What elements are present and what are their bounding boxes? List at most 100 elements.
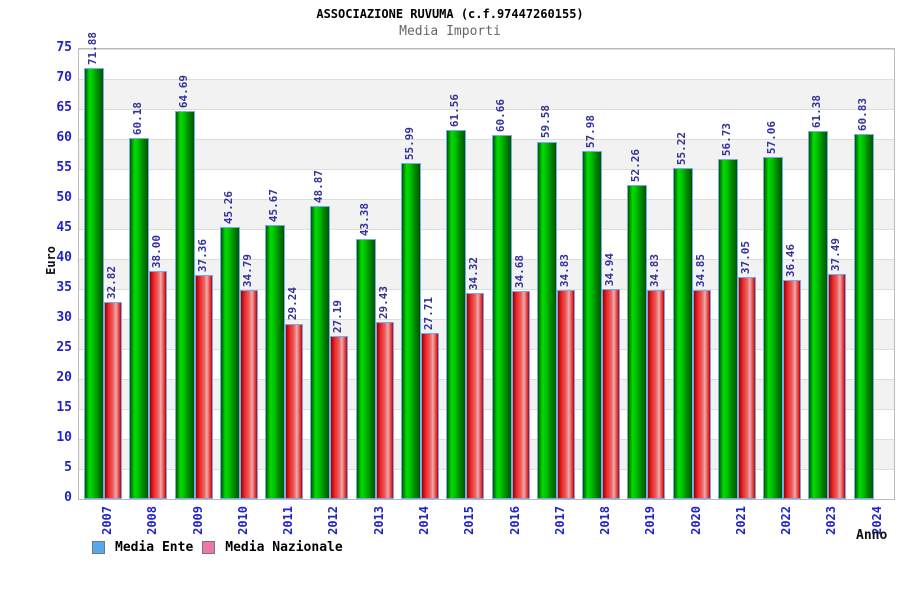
x-tick-label-2011: 2011 bbox=[281, 506, 296, 535]
gridline bbox=[79, 349, 894, 350]
bar-media-ente-2008 bbox=[129, 137, 150, 499]
value-label-media-ente-2011: 45.67 bbox=[267, 188, 281, 222]
y-tick-label: 40 bbox=[56, 250, 72, 265]
value-label-media-ente-2013: 43.38 bbox=[357, 202, 371, 236]
gridline bbox=[79, 319, 894, 320]
bar-media-nazionale-2018 bbox=[602, 289, 621, 499]
bar-media-nazionale-2010 bbox=[239, 290, 258, 499]
x-tick-label-2017: 2017 bbox=[552, 506, 567, 535]
value-label-media-ente-2015: 61.56 bbox=[448, 93, 462, 127]
bar-media-ente-2020 bbox=[672, 167, 693, 499]
value-label-media-ente-2024: 60.83 bbox=[855, 97, 869, 132]
value-label-media-ente-2021: 56.73 bbox=[719, 122, 733, 156]
value-label-media-nazionale-2014: 27.71 bbox=[421, 296, 435, 330]
legend-item-media-ente: Media Ente bbox=[92, 540, 193, 555]
bar-media-nazionale-2008 bbox=[149, 271, 168, 499]
bar-media-ente-2012 bbox=[310, 205, 331, 499]
bar-media-ente-2023 bbox=[808, 130, 829, 499]
x-tick-label-2015: 2015 bbox=[462, 506, 477, 535]
gridline bbox=[79, 409, 894, 410]
y-tick-label: 10 bbox=[56, 430, 72, 445]
bar-media-ente-2024 bbox=[853, 134, 874, 499]
gridline bbox=[79, 199, 894, 200]
bar-media-nazionale-2015 bbox=[466, 293, 485, 499]
bar-media-nazionale-2016 bbox=[511, 290, 530, 499]
gridline bbox=[79, 379, 894, 380]
y-tick-label: 0 bbox=[64, 490, 72, 505]
value-label-media-ente-2023: 61.38 bbox=[810, 94, 824, 128]
y-tick-label: 5 bbox=[64, 460, 72, 475]
value-label-media-ente-2010: 45.26 bbox=[221, 191, 235, 225]
y-tick-label: 25 bbox=[56, 340, 72, 355]
x-tick-label-2021: 2021 bbox=[733, 506, 748, 535]
y-tick-label: 55 bbox=[56, 160, 72, 175]
y-tick-label: 65 bbox=[56, 100, 72, 115]
bar-media-ente-2011 bbox=[265, 224, 286, 499]
gridline bbox=[79, 79, 894, 80]
value-label-media-nazionale-2017: 34.83 bbox=[557, 253, 571, 288]
legend: Media Ente Media Nazionale bbox=[92, 540, 343, 555]
bar-media-ente-2022 bbox=[763, 156, 784, 499]
value-label-media-ente-2022: 57.06 bbox=[765, 120, 779, 154]
bar-media-ente-2009 bbox=[174, 110, 195, 499]
chart-title: ASSOCIAZIONE RUVUMA (c.f.97447260155) bbox=[316, 7, 584, 21]
y-tick-label: 50 bbox=[56, 190, 72, 205]
plot-band bbox=[79, 79, 894, 109]
y-tick-label: 45 bbox=[56, 220, 72, 235]
value-label-media-ente-2014: 55.99 bbox=[402, 126, 416, 161]
value-label-media-nazionale-2012: 27.19 bbox=[331, 299, 345, 333]
y-tick-label: 35 bbox=[56, 280, 72, 295]
bar-media-nazionale-2014 bbox=[420, 332, 439, 499]
x-axis-title: Anno bbox=[856, 528, 888, 543]
bar-media-nazionale-2021 bbox=[737, 276, 756, 499]
x-tick-label-2010: 2010 bbox=[235, 506, 250, 535]
x-tick-label-2012: 2012 bbox=[326, 506, 341, 535]
bar-media-nazionale-2011 bbox=[285, 323, 304, 499]
bar-media-nazionale-2009 bbox=[194, 274, 213, 499]
x-tick-label-2020: 2020 bbox=[688, 506, 703, 535]
value-label-media-ente-2019: 52.26 bbox=[629, 149, 643, 183]
value-label-media-nazionale-2010: 34.79 bbox=[240, 254, 254, 288]
gridline bbox=[79, 169, 894, 170]
y-tick-label: 70 bbox=[56, 70, 72, 85]
value-label-media-nazionale-2016: 34.68 bbox=[512, 254, 526, 288]
value-label-media-ente-2016: 60.66 bbox=[493, 98, 507, 133]
plot-band bbox=[79, 379, 894, 409]
plot-band bbox=[79, 319, 894, 349]
value-label-media-nazionale-2011: 29.24 bbox=[286, 287, 300, 321]
gridline bbox=[79, 289, 894, 290]
bar-media-ente-2007 bbox=[84, 67, 104, 499]
bar-media-nazionale-2007 bbox=[104, 302, 122, 499]
plot-band bbox=[79, 199, 894, 229]
bar-media-nazionale-2020 bbox=[692, 289, 711, 499]
value-label-media-nazionale-2015: 34.32 bbox=[467, 256, 481, 291]
gridline bbox=[79, 439, 894, 440]
value-label-media-nazionale-2009: 37.36 bbox=[195, 238, 209, 272]
value-label-media-nazionale-2008: 38.00 bbox=[150, 234, 164, 268]
bar-media-nazionale-2012 bbox=[330, 335, 349, 499]
legend-swatch-media-nazionale-icon bbox=[202, 541, 216, 554]
x-tick-label-2018: 2018 bbox=[598, 506, 613, 535]
bar-media-ente-2019 bbox=[627, 185, 648, 499]
x-tick-label-2009: 2009 bbox=[190, 506, 205, 535]
gridline bbox=[79, 469, 894, 470]
y-tick-label: 20 bbox=[56, 370, 72, 385]
gridline bbox=[79, 229, 894, 230]
gridline bbox=[79, 259, 894, 260]
value-label-media-ente-2018: 57.98 bbox=[584, 115, 598, 149]
legend-label-media-nazionale: Media Nazionale bbox=[225, 540, 343, 555]
y-tick-label: 75 bbox=[56, 40, 72, 55]
bar-media-ente-2013 bbox=[355, 238, 376, 499]
x-tick-label-2022: 2022 bbox=[779, 506, 794, 535]
y-tick-label: 60 bbox=[56, 130, 72, 145]
bar-media-ente-2015 bbox=[446, 129, 467, 499]
y-tick-label: 30 bbox=[56, 310, 72, 325]
legend-swatch-media-ente-icon bbox=[92, 541, 105, 554]
bar-media-ente-2021 bbox=[717, 158, 738, 499]
value-label-media-ente-2007: 71.88 bbox=[86, 31, 99, 65]
x-tick-label-2008: 2008 bbox=[145, 506, 160, 535]
plot-band bbox=[79, 439, 894, 469]
bar-media-ente-2017 bbox=[536, 141, 557, 499]
bar-media-nazionale-2022 bbox=[783, 280, 802, 499]
